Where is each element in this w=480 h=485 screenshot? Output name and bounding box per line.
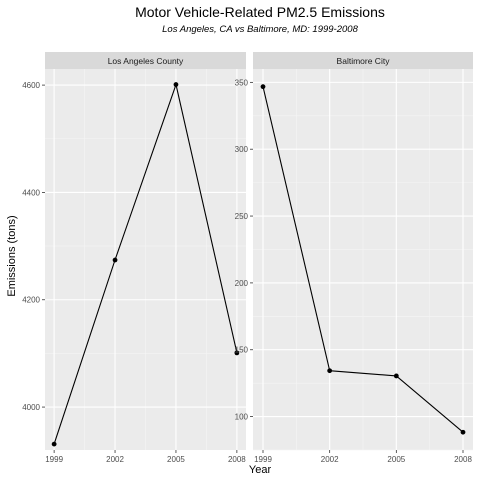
data-point — [112, 257, 118, 263]
series-line — [53, 82, 238, 445]
x-tick-label: 2008 — [228, 455, 246, 464]
facet-strip — [253, 52, 473, 69]
x-axis-label: Year — [249, 464, 272, 476]
y-tick-label: 100 — [235, 413, 249, 422]
y-tick-label: 4600 — [22, 81, 40, 90]
x-tick-label: 2005 — [167, 455, 185, 464]
x-tick-label: 2002 — [321, 455, 339, 464]
facet-strip-label: Los Angeles County — [108, 56, 184, 66]
x-tick-label: 2008 — [454, 455, 472, 464]
y-tick-label: 250 — [235, 212, 249, 221]
x-tick-label: 1999 — [254, 455, 272, 464]
y-tick-label: 4000 — [22, 403, 40, 412]
data-point — [51, 441, 57, 447]
facet-strip — [45, 52, 246, 69]
x-tick-label: 2005 — [387, 455, 405, 464]
y-tick-label: 200 — [235, 279, 249, 288]
y-axis-label: Emissions (tons) — [6, 215, 18, 296]
facet-strip-label: Baltimore City — [337, 56, 391, 66]
y-tick-label: 300 — [235, 145, 249, 154]
chart-title: Motor Vehicle-Related PM2.5 Emissions — [135, 4, 385, 20]
data-point — [460, 429, 466, 435]
data-point — [173, 82, 179, 87]
y-tick-label: 150 — [235, 346, 249, 355]
series-line — [262, 86, 464, 433]
chart-subtitle: Los Angeles, CA vs Baltimore, MD: 1999-2… — [162, 24, 358, 35]
y-tick-label: 4200 — [22, 296, 40, 305]
x-tick-label: 2002 — [106, 455, 124, 464]
panels-layer: Los Angeles County 4000 4200 4400 4600 1999 20… — [22, 52, 473, 464]
data-point — [393, 373, 399, 379]
y-tick-label: 350 — [235, 78, 249, 87]
data-point — [260, 84, 266, 90]
y-tick-label: 4400 — [22, 188, 40, 197]
x-tick-label: 1999 — [45, 455, 63, 464]
facet-panel: Los Angeles County 4000 4200 4400 4600 1999 20… — [22, 52, 246, 464]
data-point — [234, 350, 240, 356]
facet-panel: Baltimore City 100 150 200 250 300 350 1999 2002… — [235, 52, 473, 464]
data-point — [327, 368, 333, 374]
